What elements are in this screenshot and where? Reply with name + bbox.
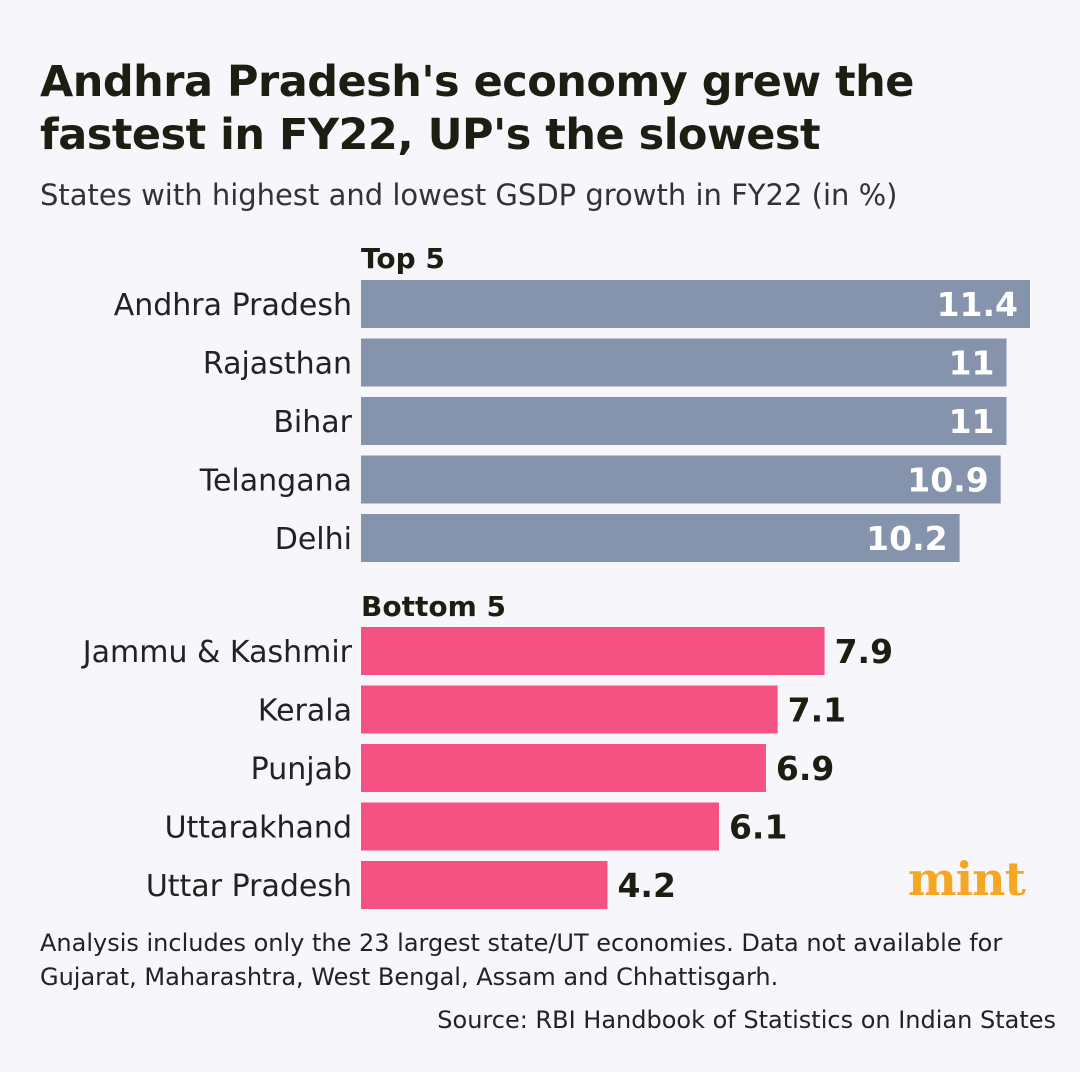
source-note: Source: RBI Handbook of Statistics on In… [437, 1006, 1056, 1034]
mint-logo: mint [908, 852, 1026, 906]
category-label: Telangana [199, 464, 352, 499]
category-label: Kerala [258, 694, 352, 729]
chart-subtitle: States with highest and lowest GSDP grow… [40, 178, 898, 212]
category-label: Rajasthan [203, 347, 352, 382]
bar [361, 280, 1030, 328]
bar [361, 455, 1001, 504]
group-header: Bottom 5 [361, 590, 506, 623]
value-label: 10.2 [866, 519, 947, 558]
category-label: Bihar [273, 405, 352, 440]
value-label: 11 [949, 344, 995, 383]
bar [361, 514, 960, 562]
bar [361, 397, 1007, 445]
bar [361, 744, 766, 792]
category-label: Andhra Pradesh [114, 288, 352, 323]
category-label: Jammu & Kashmir [81, 635, 353, 670]
value-label: 4.2 [617, 866, 675, 905]
chart-title: Andhra Pradesh's economy grew the fastes… [40, 57, 914, 160]
category-label: Punjab [251, 752, 352, 787]
value-label: 6.1 [729, 808, 787, 847]
value-label: 10.9 [907, 461, 988, 500]
bar [361, 627, 825, 675]
group-header: Top 5 [361, 242, 445, 275]
category-label: Uttar Pradesh [146, 869, 352, 904]
bar [361, 338, 1007, 387]
value-label: 7.1 [788, 691, 846, 730]
bar [361, 802, 719, 851]
bar [361, 685, 778, 734]
footnote: Analysis includes only the 23 largest st… [40, 929, 1003, 991]
value-label: 11.4 [937, 285, 1018, 324]
value-label: 6.9 [776, 749, 834, 788]
value-label: 11 [949, 402, 995, 441]
value-label: 7.9 [835, 632, 893, 671]
bar [361, 861, 608, 909]
category-label: Delhi [275, 522, 352, 557]
category-label: Uttarakhand [165, 811, 352, 846]
